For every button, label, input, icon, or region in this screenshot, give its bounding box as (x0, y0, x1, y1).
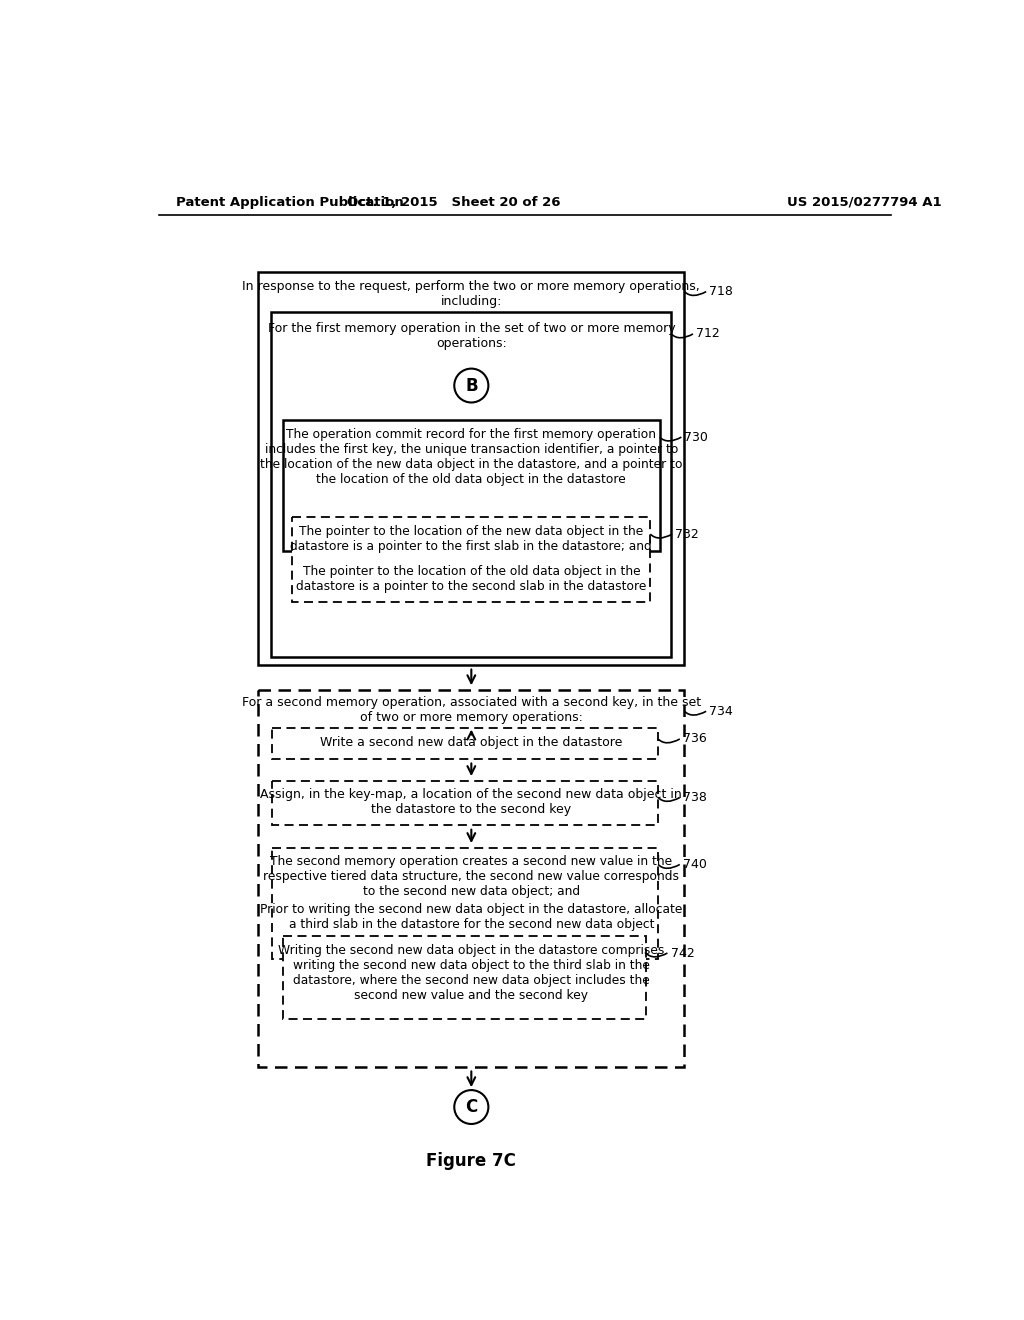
Bar (272, 847, 658, 960)
Text: Writing the second new data object in the datastore comprises
writing the second: Writing the second new data object in th… (279, 944, 665, 1002)
Text: 730: 730 (684, 430, 709, 444)
Bar (283, 936, 646, 1019)
Text: B: B (465, 376, 477, 395)
Bar (258, 689, 684, 1067)
Text: Figure 7C: Figure 7C (426, 1151, 516, 1170)
Text: US 2015/0277794 A1: US 2015/0277794 A1 (786, 195, 941, 209)
Text: For a second memory operation, associated with a second key, in the set
of two o: For a second memory operation, associate… (242, 696, 700, 723)
Bar (258, 272, 684, 665)
Text: 732: 732 (675, 528, 699, 541)
Text: 734: 734 (710, 705, 733, 718)
Bar (272, 729, 658, 759)
Text: Write a second new data object in the datastore: Write a second new data object in the da… (321, 737, 623, 748)
Text: C: C (465, 1098, 477, 1115)
Text: For the first memory operation in the set of two or more memory
operations:: For the first memory operation in the se… (267, 322, 675, 350)
Text: Patent Application Publication: Patent Application Publication (176, 195, 403, 209)
Text: 738: 738 (683, 791, 707, 804)
Text: The pointer to the location of the old data object in the
datastore is a pointer: The pointer to the location of the old d… (296, 565, 646, 593)
Text: Oct. 1, 2015   Sheet 20 of 26: Oct. 1, 2015 Sheet 20 of 26 (347, 195, 560, 209)
Text: 712: 712 (696, 327, 720, 341)
Text: 736: 736 (683, 733, 707, 746)
Text: In response to the request, perform the two or more memory operations,
including: In response to the request, perform the … (243, 280, 700, 308)
Text: Assign, in the key-map, a location of the second new data object in
the datastor: Assign, in the key-map, a location of th… (260, 788, 682, 816)
Text: 742: 742 (671, 946, 694, 960)
Text: The second memory operation creates a second new value in the
respective tiered : The second memory operation creates a se… (263, 855, 679, 898)
Text: Prior to writing the second new data object in the datastore, allocate
a third s: Prior to writing the second new data obj… (260, 903, 683, 931)
Bar (292, 517, 650, 602)
Bar (283, 420, 659, 552)
Text: The pointer to the location of the new data object in the
datastore is a pointer: The pointer to the location of the new d… (291, 525, 652, 553)
Text: The operation commit record for the first memory operation
includes the first ke: The operation commit record for the firs… (260, 428, 683, 486)
Bar (271, 313, 672, 657)
Text: 740: 740 (683, 858, 707, 871)
Text: 718: 718 (710, 285, 733, 298)
Bar (272, 780, 658, 825)
